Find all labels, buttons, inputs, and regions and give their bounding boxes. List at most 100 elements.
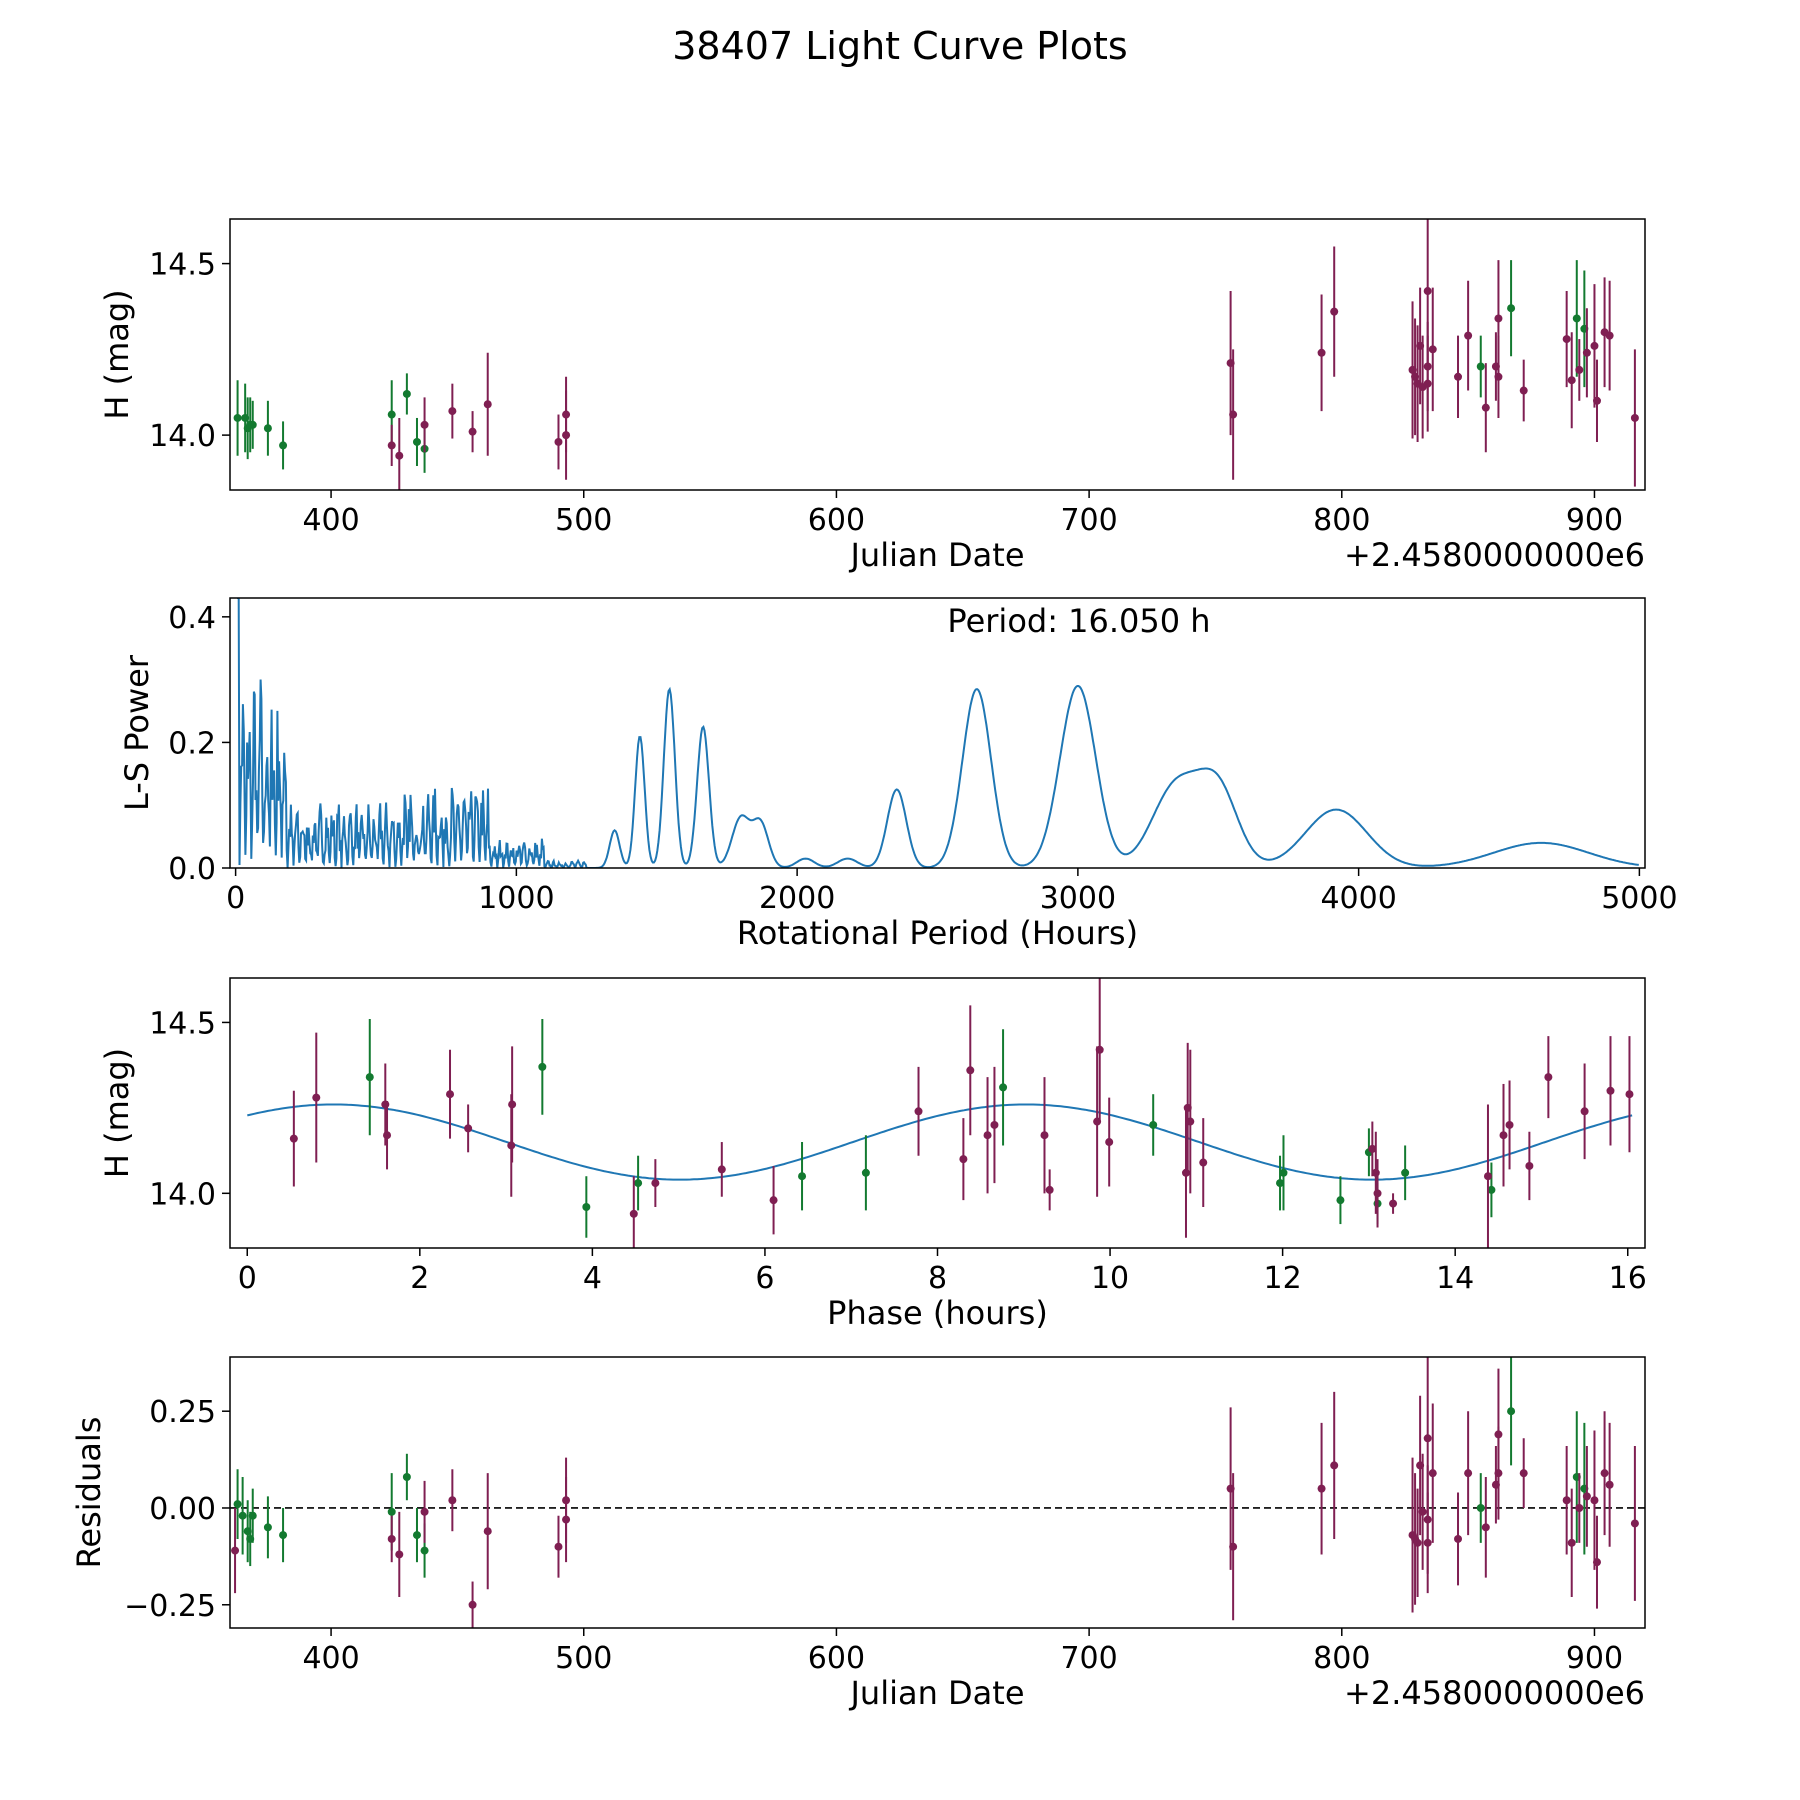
data-point (233, 1500, 242, 1509)
x-tick-label: 1000 (478, 881, 554, 916)
axes-frame (229, 218, 1646, 491)
data-point (1483, 1172, 1492, 1181)
data-point (231, 1546, 240, 1555)
data-point (263, 1523, 272, 1532)
data-point (1330, 307, 1339, 316)
x-offset-label: +2.4580000000e6 (1344, 536, 1645, 574)
x-tick-label: 2 (410, 1261, 429, 1296)
data-point (1575, 365, 1584, 374)
data-point (1630, 413, 1639, 422)
data-point (483, 400, 492, 409)
axes-frame (229, 977, 1646, 1249)
x-tick-label: 800 (1313, 1641, 1370, 1676)
y-tick-label: 14.0 (149, 1177, 216, 1212)
data-point (1368, 1144, 1377, 1153)
data-point (387, 1534, 396, 1543)
data-point (468, 1600, 477, 1609)
y-tick-label: 0.0 (168, 852, 216, 887)
data-point (1575, 1503, 1584, 1512)
y-tick-label: 14.0 (149, 419, 216, 454)
data-point (914, 1107, 923, 1116)
data-point (420, 420, 429, 429)
x-tick-label: 900 (1566, 1641, 1623, 1676)
x-axis-label: Rotational Period (Hours) (737, 914, 1138, 952)
data-point (1317, 348, 1326, 357)
data-point (420, 1507, 429, 1516)
data-point (1373, 1189, 1382, 1198)
phased-curve-panel: 0 2 4 6 8 10 12 14 16 14.0 14.5 Phase (hours) H (mag… (98, 977, 1647, 1332)
data-point (1464, 331, 1473, 340)
series-magenta (387, 219, 1639, 490)
data-point (1423, 1538, 1432, 1547)
data-point (1580, 1107, 1589, 1116)
data-point (1525, 1161, 1534, 1170)
data-point (1423, 1434, 1432, 1443)
data-point (1279, 1168, 1288, 1177)
data-point (1229, 410, 1238, 419)
model-fit-curve (247, 1103, 1633, 1181)
data-point (959, 1155, 968, 1164)
x-tick-label: 10 (1091, 1261, 1129, 1296)
data-point (629, 1209, 638, 1218)
plot-area (233, 219, 1639, 490)
series-green (233, 1357, 1589, 1578)
data-point (1519, 386, 1528, 395)
data-point (1567, 376, 1576, 385)
data-point (1095, 1045, 1104, 1054)
data-point (717, 1165, 726, 1174)
data-point (1401, 1168, 1410, 1177)
data-point (999, 1083, 1008, 1092)
data-point (1592, 396, 1601, 405)
series-magenta (289, 978, 1634, 1248)
series-green (365, 1019, 1496, 1238)
x-tick-label: 400 (302, 503, 359, 538)
data-point (383, 1131, 392, 1140)
data-point (1544, 1073, 1553, 1082)
light-curve-panel: 400 500 600 700 800 900 14.0 14.5 Julian Date H (… (98, 218, 1646, 574)
y-tick-label: 14.5 (149, 1006, 216, 1041)
x-tick-label: 500 (555, 1641, 612, 1676)
data-point (395, 451, 404, 460)
x-axis-label: Julian Date (848, 1674, 1024, 1712)
data-point (1567, 1538, 1576, 1547)
y-axis-label: L-S Power (118, 654, 156, 811)
x-tick-label: 4 (583, 1261, 602, 1296)
data-point (446, 1090, 455, 1099)
data-point (651, 1179, 660, 1188)
x-tick-label: 0 (226, 881, 245, 916)
x-offset-label: +2.4580000000e6 (1344, 1674, 1645, 1712)
x-tick-label: 4000 (1320, 881, 1396, 916)
data-point (1481, 403, 1490, 412)
x-tick-label: 3000 (1040, 881, 1116, 916)
data-point (248, 1511, 257, 1520)
data-point (1519, 1469, 1528, 1478)
y-tick-label: 0.00 (149, 1492, 216, 1527)
data-point (1625, 1090, 1634, 1099)
data-point (1423, 287, 1432, 296)
data-point (1454, 372, 1463, 381)
data-point (1476, 362, 1485, 371)
data-point (381, 1100, 390, 1109)
y-axis-label: H (mag) (98, 289, 136, 419)
data-point (1413, 1538, 1422, 1547)
data-point (365, 1073, 374, 1082)
data-point (279, 1531, 288, 1540)
data-point (395, 1550, 404, 1559)
x-tick-label: 500 (555, 503, 612, 538)
data-point (402, 1473, 411, 1482)
data-point (1428, 1469, 1437, 1478)
data-point (1630, 1519, 1639, 1528)
periodogram-panel: Period: 16.050 h 0 1000 2000 3000 4000 5000 0.0… (118, 597, 1678, 952)
data-point (468, 427, 477, 436)
y-tick-label: 0.2 (168, 726, 216, 761)
data-point (1507, 304, 1516, 313)
data-point (412, 437, 421, 446)
data-point (1040, 1131, 1049, 1140)
data-point (1423, 362, 1432, 371)
data-point (289, 1134, 298, 1143)
data-point (1336, 1196, 1345, 1205)
data-point (983, 1131, 992, 1140)
plot-area (237, 598, 1639, 868)
data-point (279, 441, 288, 450)
data-point (402, 389, 411, 398)
